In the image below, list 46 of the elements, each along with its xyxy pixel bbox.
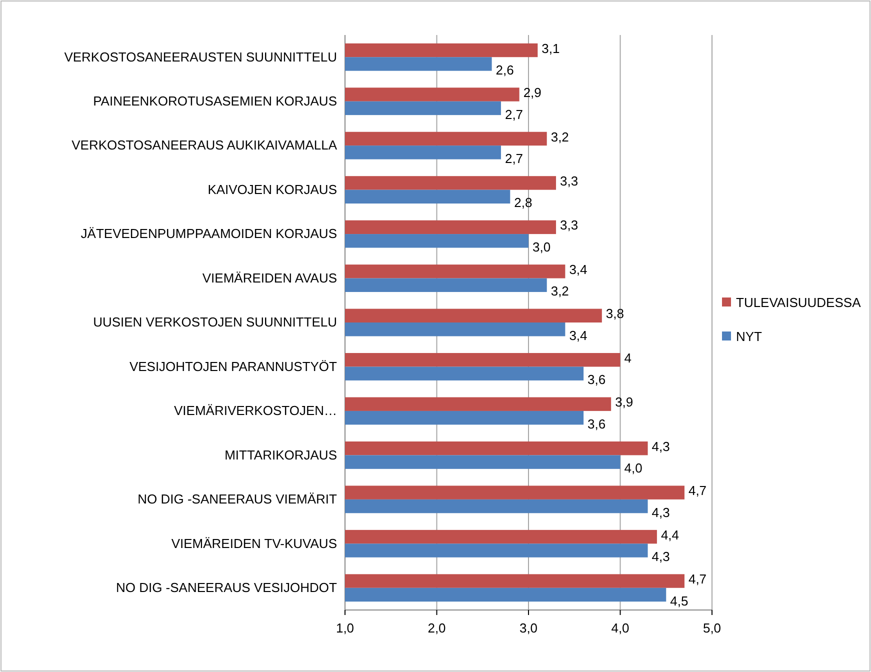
data-label: 4,0: [624, 460, 642, 476]
x-tick-label: 1,0: [336, 620, 354, 636]
y-tick-label: JÄTEVEDENPUMPPAAMOIDEN KORJAUS: [80, 226, 338, 242]
legend-label: NYT: [736, 329, 762, 344]
data-label: 3,0: [532, 239, 551, 254]
data-label: 2,7: [504, 150, 524, 166]
data-label: 3,1: [542, 40, 560, 56]
y-tick-label: PAINEENKOROTUSASEMIEN KORJAUS: [93, 94, 338, 109]
y-tick-label: NO DIG -SANEERAUS VIEMÄRIT: [138, 492, 338, 507]
y-tick-label: VESIJOHTOJEN PARANNUSTYÖT: [129, 358, 338, 374]
data-label: 4,3: [652, 504, 670, 520]
data-label: 4,5: [670, 593, 688, 608]
data-label: 3,4: [569, 262, 588, 277]
data-label: 4,7: [688, 572, 707, 587]
y-tick-label: MITTARIKORJAUS: [224, 447, 338, 462]
y-tick-label: KAIVOJEN KORJAUS: [208, 182, 338, 197]
y-tick-label: VIEMÄRIVERKOSTOJEN…: [174, 403, 337, 418]
data-label: 4,7: [688, 483, 707, 498]
y-tick-label: VIEMÄREIDEN TV-KUVAUS: [171, 536, 338, 551]
data-label: 3,6: [588, 416, 606, 432]
data-label: 2,8: [514, 195, 532, 210]
y-tick-label: NO DIG -SANEERAUS VESIJOHDOT: [116, 580, 338, 596]
data-label: 3,9: [615, 394, 634, 410]
data-label: 3,2: [550, 129, 569, 144]
data-label: 3,3: [560, 174, 578, 188]
data-label: 3,3: [560, 218, 578, 233]
data-label: 3,4: [569, 328, 588, 343]
data-label: 3,6: [588, 372, 606, 388]
x-tick-label: 4,0: [611, 620, 630, 636]
data-label: 2,6: [496, 62, 514, 78]
data-label: 2,7: [504, 106, 524, 122]
data-label: 4: [624, 350, 632, 366]
y-tick-label: VERKOSTOSANEERAUSTEN SUUNNITTELU: [64, 49, 337, 64]
y-tick-label: UUSIEN VERKOSTOJEN SUUNNITTELU: [93, 314, 337, 330]
data-label: 3,8: [606, 306, 624, 322]
y-tick-label: VERKOSTOSANEERAUS AUKIKAIVAMALLA: [72, 138, 338, 153]
x-tick-label: 2,0: [428, 620, 446, 636]
data-label: 4,3: [652, 438, 670, 454]
legend-label: TULEVAISUUDESSA: [736, 295, 862, 310]
x-tick-label: 5,0: [702, 620, 722, 636]
data-label: 3,2: [550, 284, 569, 299]
data-label: 4,4: [660, 527, 680, 542]
x-tick-label: 3,0: [519, 620, 538, 636]
y-tick-label: VIEMÄREIDEN AVAUS: [202, 270, 338, 286]
data-label: 2,9: [523, 85, 542, 100]
data-label: 4,3: [652, 549, 670, 564]
